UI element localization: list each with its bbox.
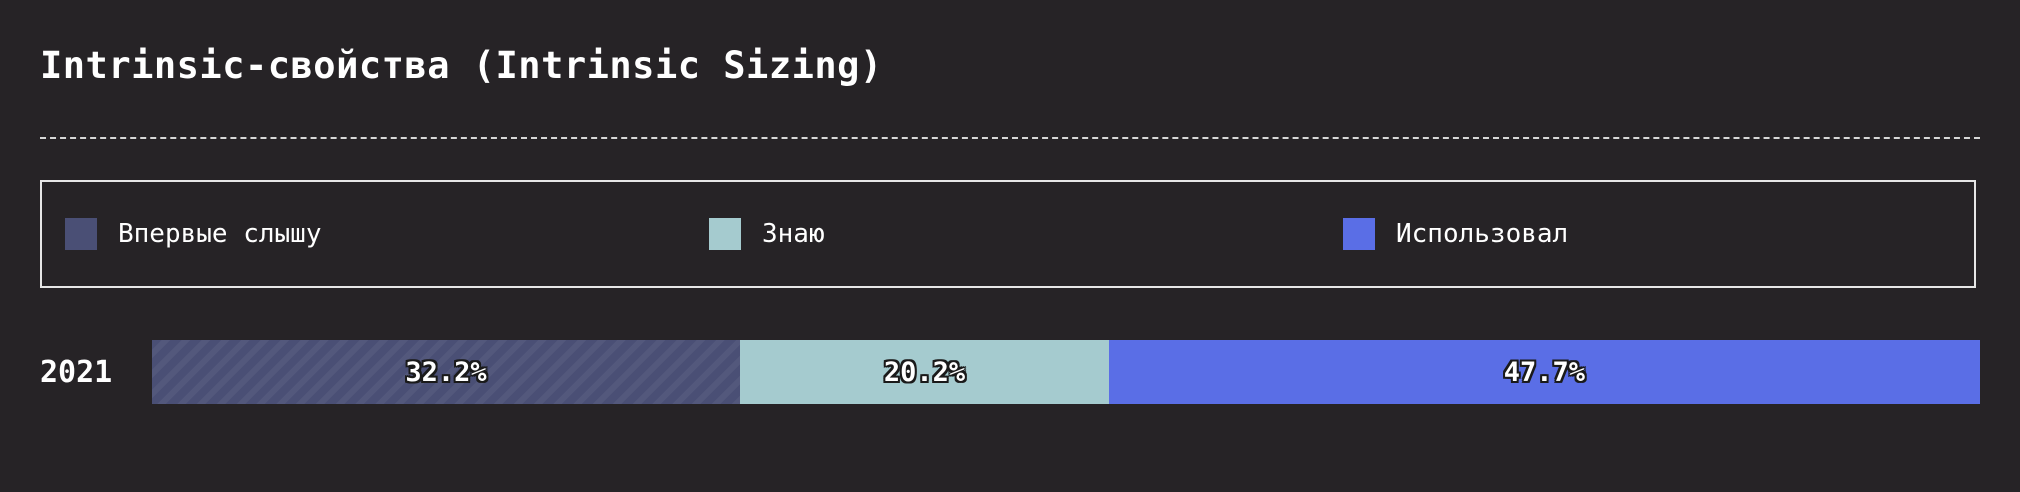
legend-swatch-know xyxy=(709,218,741,250)
chart-title: Intrinsic-свойства (Intrinsic Sizing) xyxy=(40,44,883,87)
segment-first-time-value-label: 32.2% xyxy=(405,356,487,388)
row-label-2021: 2021 xyxy=(40,355,113,390)
segment-know-value-label: 20.2% xyxy=(883,356,966,388)
segment-used: 47.7% xyxy=(1108,340,1980,404)
legend: Впервые слышу Знаю Использовал xyxy=(40,180,1976,288)
legend-item-first-time[interactable]: Впервые слышу xyxy=(65,217,322,251)
legend-swatch-used xyxy=(1343,218,1375,250)
segment-used-value-label: 47.7% xyxy=(1503,356,1586,388)
legend-item-used[interactable]: Использовал xyxy=(1343,217,1568,251)
legend-swatch-first-time xyxy=(65,218,97,250)
legend-label-used: Использовал xyxy=(1396,219,1569,249)
legend-item-know[interactable]: Знаю xyxy=(709,217,825,251)
segment-first-time: 32.2% xyxy=(152,340,741,404)
segment-know: 20.2% xyxy=(740,340,1109,404)
stacked-bar-2021: 32.2% 20.2% 47.7% xyxy=(152,340,1980,404)
title-divider xyxy=(40,137,1980,139)
legend-label-know: Знаю xyxy=(762,219,825,249)
legend-label-first-time: Впервые слышу xyxy=(118,219,322,249)
